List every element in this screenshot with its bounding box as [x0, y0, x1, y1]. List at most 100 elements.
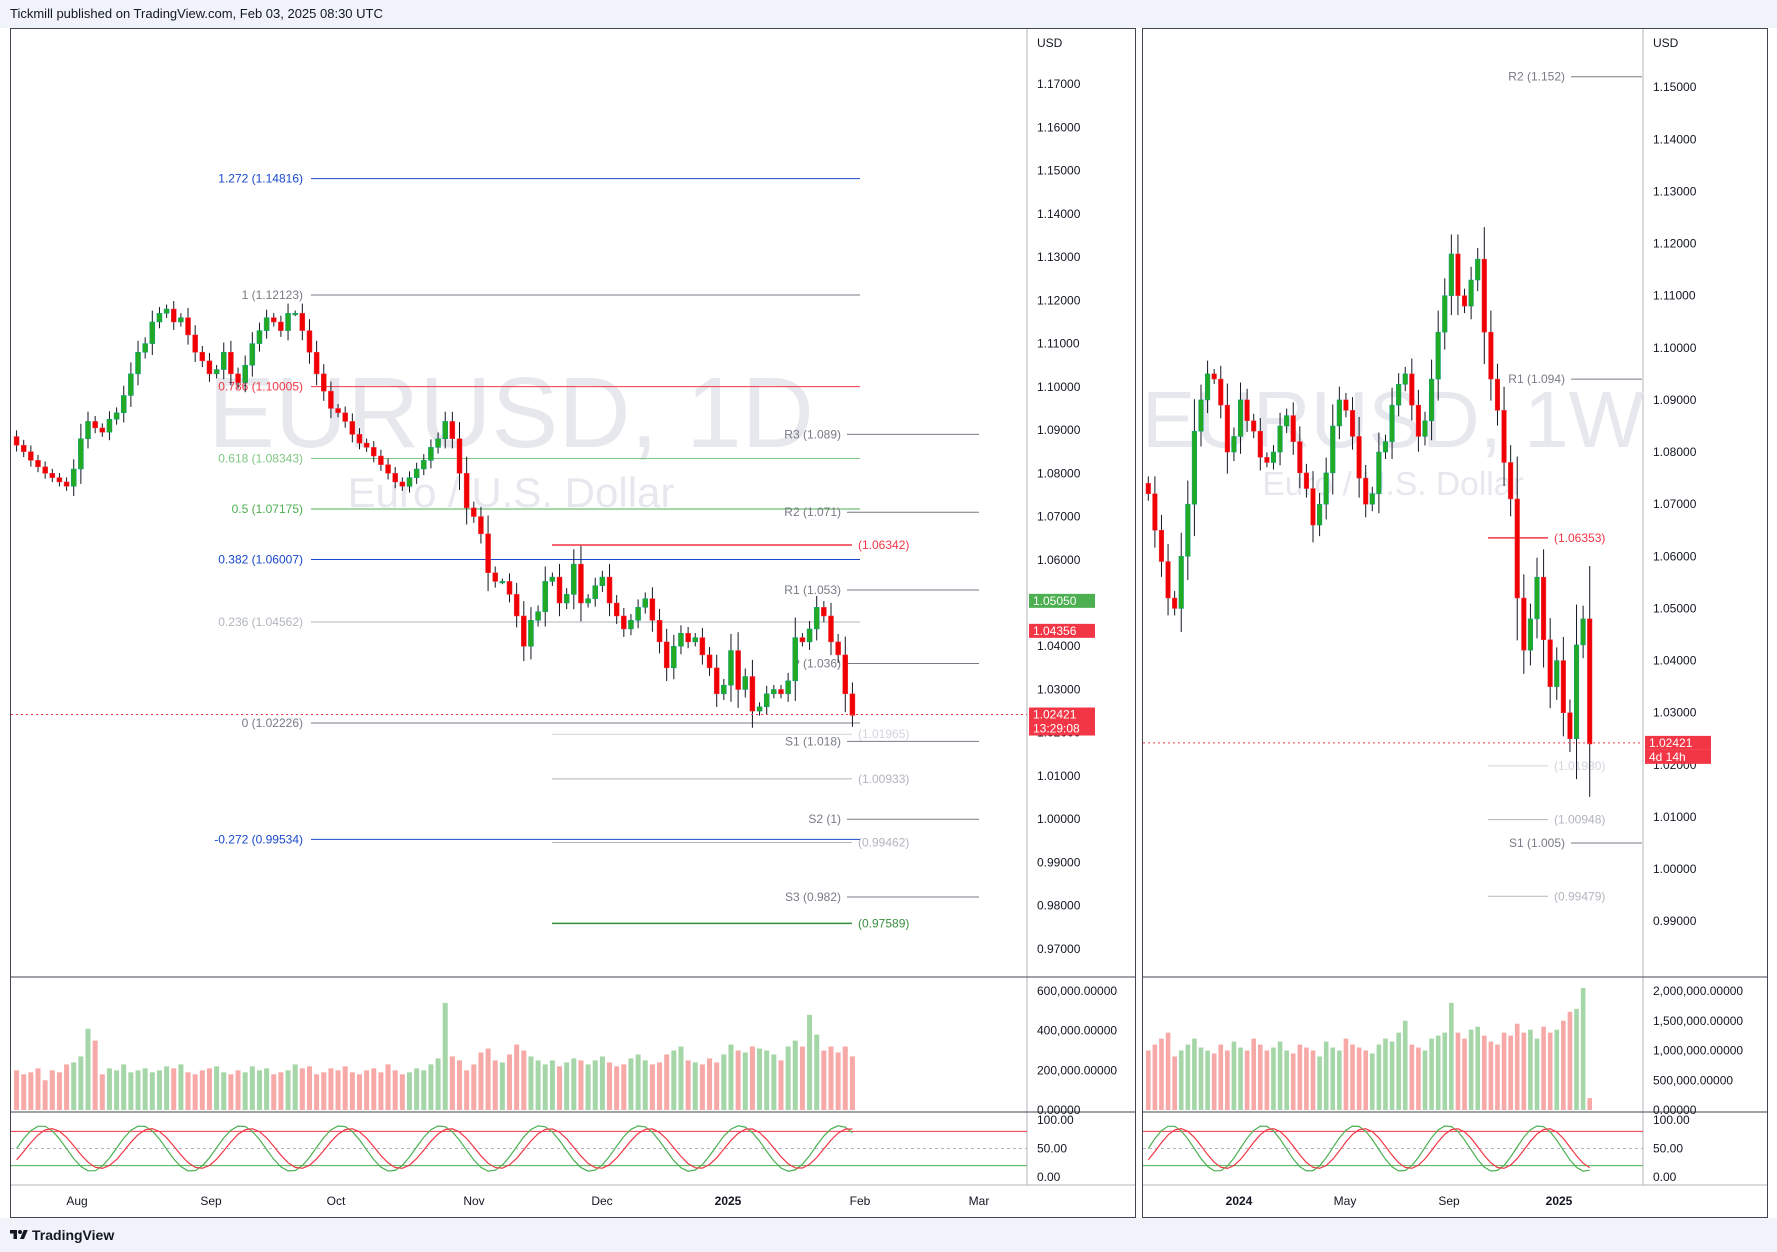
candle-body: [828, 615, 834, 643]
volume-bar: [1205, 1050, 1210, 1110]
candle-body: [199, 351, 206, 362]
volume-bar: [1409, 1044, 1415, 1110]
volume-bar: [71, 1062, 77, 1110]
volume-bar: [1323, 1041, 1329, 1110]
candle-body: [163, 308, 170, 314]
candle-body: [613, 602, 620, 617]
volume-bar: [1257, 1044, 1263, 1110]
volume-bar: [1455, 1032, 1461, 1110]
volume-bar: [114, 1070, 120, 1110]
candle-body: [592, 585, 598, 599]
volume-bar: [757, 1048, 763, 1110]
time-tick-label: 2024: [1226, 1194, 1253, 1208]
volume-bar: [299, 1068, 305, 1110]
price-tick-label: 1.03000: [1037, 682, 1081, 696]
volume-bar: [1561, 1020, 1566, 1110]
volume-bar: [1264, 1050, 1270, 1110]
candle-body: [563, 594, 570, 604]
volume-bar: [764, 1050, 770, 1110]
volume-bar: [692, 1062, 698, 1110]
candle-body: [399, 481, 406, 487]
volume-bar: [728, 1044, 734, 1110]
candle-body: [1382, 441, 1389, 453]
candle-body: [749, 676, 756, 712]
candle-body: [1501, 410, 1507, 463]
volume-bar: [549, 1060, 555, 1110]
volume-bar: [649, 1064, 655, 1110]
candle-body: [192, 334, 198, 353]
volume-bar: [1277, 1041, 1283, 1110]
candle-body: [1580, 618, 1586, 646]
candle-body: [421, 460, 427, 470]
candle-body: [299, 313, 306, 331]
volume-bar: [814, 1034, 820, 1110]
volume-bar: [1468, 1029, 1474, 1110]
volume-bar: [271, 1074, 277, 1110]
candle-body: [1554, 660, 1560, 687]
volume-bar: [671, 1050, 677, 1110]
candle-body: [785, 680, 791, 695]
oscillator-tick-label: 0.00: [1037, 1170, 1061, 1184]
volume-bar: [1376, 1044, 1382, 1110]
price-tick-label: 0.99000: [1653, 914, 1697, 928]
volume-bar: [1211, 1053, 1217, 1110]
chart-panel-daily[interactable]: EURUSD, 1D Euro / U.S. Dollar USD 1.17000 1.…: [10, 28, 1136, 1218]
candle-body: [1356, 436, 1362, 479]
volume-bar: [278, 1072, 284, 1110]
volume-bar: [1145, 1050, 1151, 1110]
candle-body: [1218, 378, 1224, 406]
level-label: (1.00933): [858, 772, 909, 786]
volume-bar: [1152, 1044, 1158, 1110]
volume-bar: [364, 1070, 370, 1110]
volume-bar: [457, 1060, 463, 1110]
volume-bar: [1475, 1026, 1481, 1110]
volume-bar: [306, 1066, 312, 1110]
price-tick-label: 1.11000: [1653, 289, 1696, 303]
volume-bar: [214, 1066, 220, 1110]
volume-bar: [28, 1072, 34, 1110]
candle-body: [699, 637, 706, 656]
oscillator-tick-label: 0.00: [1653, 1170, 1677, 1184]
candle-body: [1409, 373, 1415, 406]
volume-bar: [471, 1064, 477, 1110]
volume-bar: [314, 1074, 320, 1110]
candle-body: [213, 369, 220, 375]
fib-level-label: 0.5 (1.07175): [232, 502, 303, 516]
candle-body: [1475, 258, 1481, 281]
candle-body: [678, 633, 684, 647]
volume-bar: [1238, 1047, 1243, 1110]
level-label: (1.00948): [1554, 813, 1605, 827]
volume-bar: [142, 1068, 148, 1110]
volume-tick-label: 400,000.00000: [1037, 1024, 1117, 1038]
chart-panel-weekly[interactable]: EURUSD, 1W Euro / U.S. Dollar USD 1.15000 1.…: [1142, 28, 1768, 1218]
candle-body: [428, 447, 434, 461]
volume-bar: [1271, 1047, 1276, 1110]
candle-body: [185, 317, 191, 336]
volume-bar: [235, 1070, 241, 1110]
candle-body: [335, 408, 341, 414]
volume-bar: [1422, 1050, 1428, 1110]
pivot-level-label: S3 (0.982): [785, 890, 841, 904]
volume-bar: [528, 1056, 534, 1110]
candle-body: [578, 563, 584, 604]
volume-bar: [1231, 1041, 1237, 1110]
candle-body: [656, 620, 663, 643]
candle-body: [1541, 576, 1547, 640]
candle-body: [1303, 472, 1309, 489]
volume-bar: [342, 1066, 348, 1110]
volume-bar: [1337, 1050, 1342, 1110]
volume-bar: [292, 1064, 298, 1110]
candle-body: [806, 628, 813, 643]
volume-bar: [421, 1070, 427, 1110]
candle-body: [113, 412, 120, 420]
volume-bar: [242, 1072, 248, 1110]
volume-tick-label: 0.00000: [1653, 1103, 1697, 1117]
time-tick-label: 2025: [715, 1194, 742, 1208]
volume-bar: [699, 1064, 705, 1110]
candle-body: [1336, 399, 1342, 427]
candle-body: [606, 576, 613, 604]
volume-bar: [449, 1056, 455, 1110]
candle-body: [778, 689, 784, 695]
